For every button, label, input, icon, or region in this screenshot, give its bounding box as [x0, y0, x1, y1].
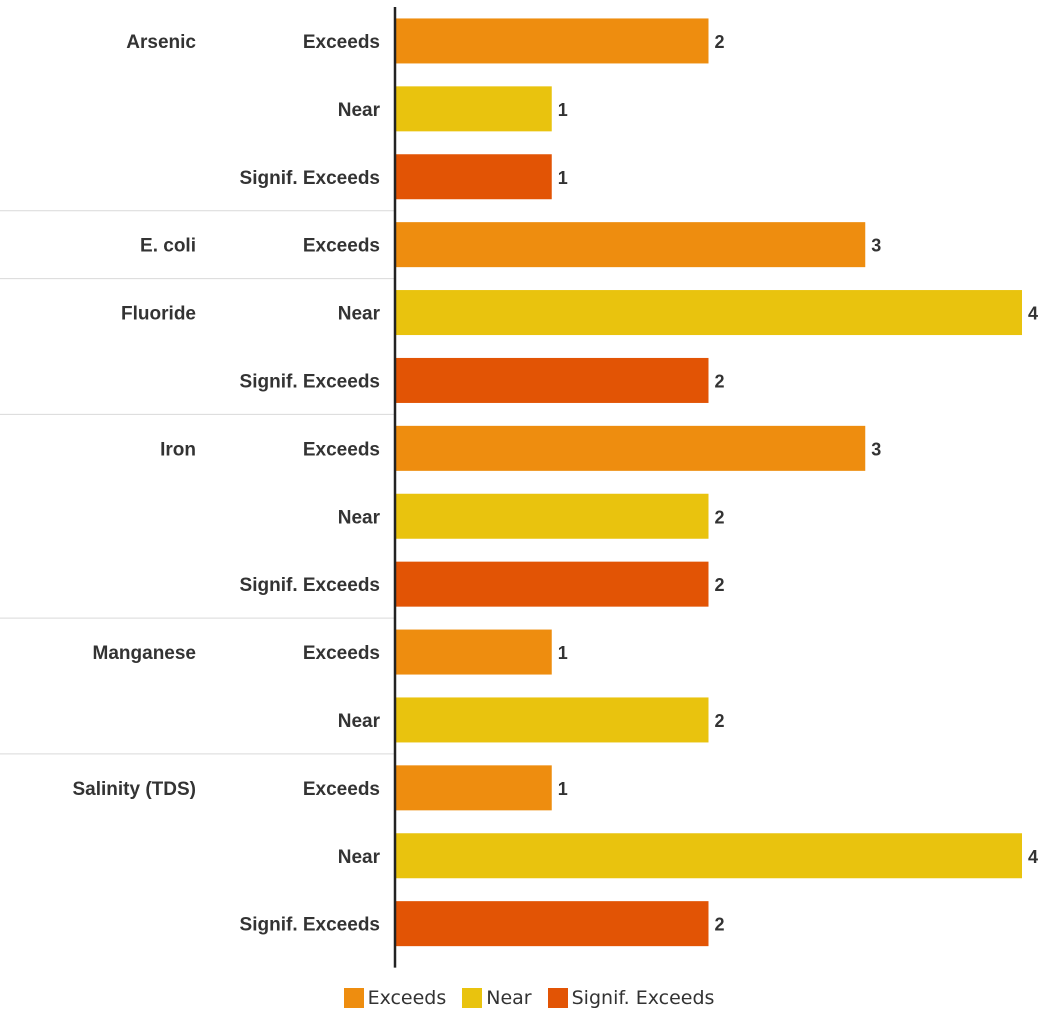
value-label: 2	[715, 32, 725, 52]
value-label: 2	[715, 711, 725, 731]
value-label: 4	[1028, 304, 1038, 324]
group-label-manganese: Manganese	[93, 643, 196, 664]
category-label-exceeds: Exceeds	[303, 643, 380, 664]
bar-arsenic-signif-exceeds	[395, 154, 552, 200]
bar-arsenic-exceeds	[395, 18, 709, 64]
value-label: 1	[558, 643, 568, 663]
category-label-near: Near	[338, 100, 381, 121]
legend-item-near[interactable]: Near	[462, 987, 532, 1009]
bar-fluoride-signif-exceeds	[395, 357, 709, 403]
value-label: 3	[871, 236, 881, 256]
category-label-near: Near	[338, 711, 381, 732]
category-label-signif-exceeds: Signif. Exceeds	[240, 371, 380, 392]
bar-salinity-tds-near	[395, 833, 1022, 879]
legend-label-near: Near	[486, 987, 532, 1009]
category-label-signif-exceeds: Signif. Exceeds	[240, 168, 380, 189]
group-label-iron: Iron	[160, 439, 196, 460]
chart-svg: Arsenic Exceeds 2 Near 1 Signif. Exceeds 1 E. c…	[0, 7, 1038, 968]
bar-iron-signif-exceeds	[395, 561, 709, 607]
bar-salinity-tds-signif-exceeds	[395, 901, 709, 947]
bar-iron-exceeds	[395, 425, 866, 471]
value-label: 2	[715, 371, 725, 391]
value-label: 4	[1028, 847, 1038, 867]
category-label-exceeds: Exceeds	[303, 236, 380, 257]
group-label-e-coli: E. coli	[140, 236, 196, 257]
legend-label-exceeds: Exceeds	[367, 987, 447, 1009]
category-label-signif-exceeds: Signif. Exceeds	[240, 575, 380, 596]
value-label: 2	[715, 915, 725, 935]
value-label: 2	[715, 507, 725, 527]
category-label-near: Near	[338, 304, 381, 325]
legend-swatch-near	[462, 988, 483, 1008]
category-label-exceeds: Exceeds	[303, 779, 380, 800]
bar-manganese-exceeds	[395, 629, 552, 675]
value-label: 3	[871, 439, 881, 459]
category-label-exceeds: Exceeds	[303, 32, 380, 53]
legend-label-signif-exceeds: Signif. Exceeds	[571, 987, 715, 1009]
category-label-near: Near	[338, 507, 381, 528]
category-label-exceeds: Exceeds	[303, 439, 380, 460]
legend-swatch-signif-exceeds	[547, 988, 568, 1008]
bar-arsenic-near	[395, 86, 552, 132]
group-label-arsenic: Arsenic	[126, 32, 196, 53]
bar-e-coli-exceeds	[395, 222, 866, 268]
legend-item-exceeds[interactable]: Exceeds	[343, 987, 447, 1009]
legend: Exceeds Near Signif. Exceeds	[0, 985, 1058, 1011]
legend-item-signif-exceeds[interactable]: Signif. Exceeds	[547, 987, 715, 1009]
category-label-near: Near	[338, 847, 381, 868]
bar-fluoride-near	[395, 290, 1022, 336]
value-label: 2	[715, 575, 725, 595]
category-label-signif-exceeds: Signif. Exceeds	[240, 915, 380, 936]
bar-salinity-tds-exceeds	[395, 765, 552, 811]
bar-manganese-near	[395, 697, 709, 743]
legend-swatch-exceeds	[343, 988, 364, 1008]
group-label-salinity-tds: Salinity (TDS)	[72, 779, 196, 800]
group-label-fluoride: Fluoride	[121, 304, 196, 325]
bar-iron-near	[395, 493, 709, 539]
value-label: 1	[558, 100, 568, 120]
value-label: 1	[558, 779, 568, 799]
value-label: 1	[558, 168, 568, 188]
